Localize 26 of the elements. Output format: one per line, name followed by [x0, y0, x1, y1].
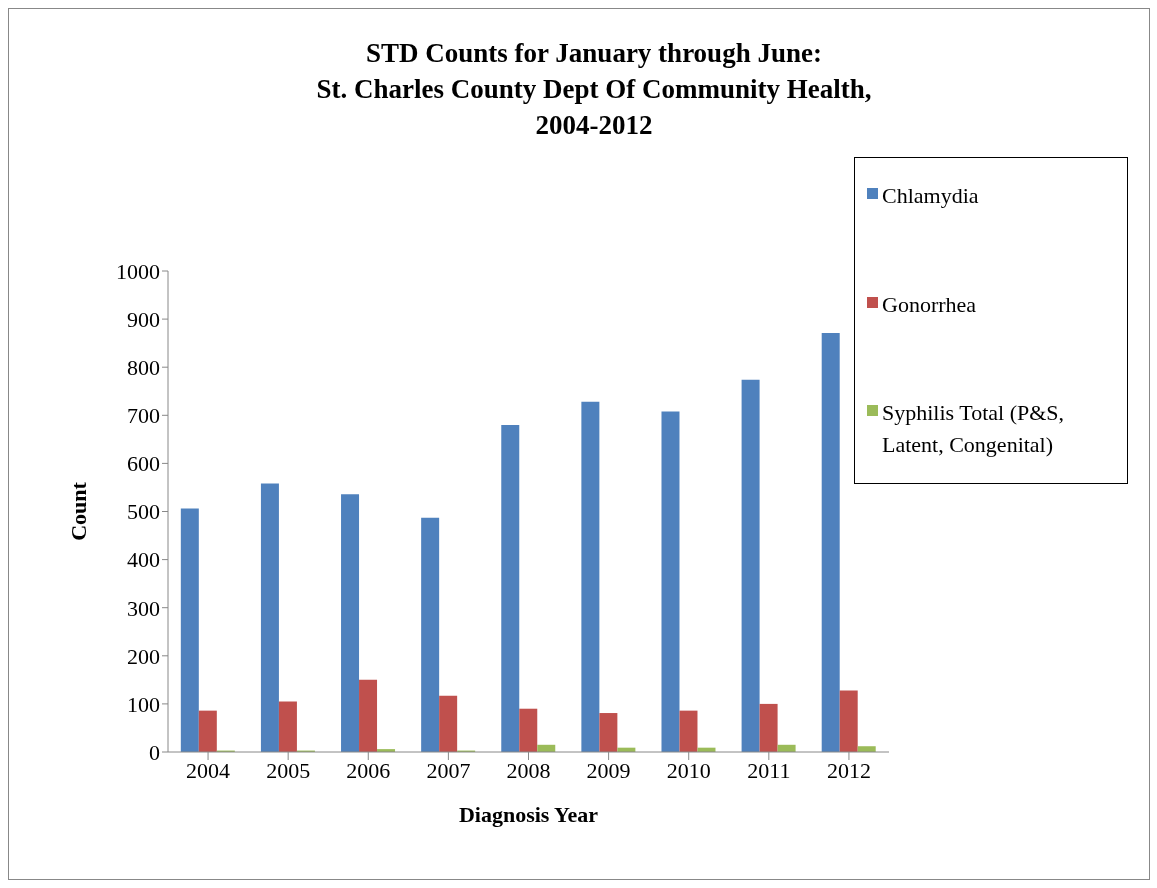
y-tick-label: 400 [127, 547, 160, 573]
x-tick-label: 2010 [666, 757, 711, 783]
y-axis-title: Count [65, 481, 91, 541]
x-tick-label: 2008 [506, 757, 551, 783]
x-tick-label: 2005 [266, 757, 311, 783]
y-tick-label: 200 [127, 643, 160, 669]
legend-label: Chlamydia [882, 182, 979, 210]
y-tick-label: 0 [149, 739, 160, 765]
y-tick-label: 300 [127, 595, 160, 621]
y-tick-label: 900 [127, 306, 160, 332]
y-tick-label: 600 [127, 451, 160, 477]
y-tick-label: 700 [127, 403, 160, 429]
y-tick-label: 500 [127, 499, 160, 525]
y-tick-label: 800 [127, 355, 160, 381]
legend-label: Syphilis Total (P&S, Latent, Congenital) [882, 399, 1066, 459]
legend-label: Gonorrhea [882, 290, 977, 319]
chart-title: STD Counts for January through June: St. Charles County Dept Of Community Health, 2004-2012 [315, 37, 873, 142]
x-tick-label: 2006 [346, 757, 391, 783]
x-axis-title: Diagnosis Year [458, 802, 599, 827]
x-tick-label: 2007 [426, 757, 471, 783]
x-tick-label: 2004 [186, 757, 231, 783]
x-tick-label: 2009 [586, 757, 631, 783]
y-tick-label: 100 [127, 691, 160, 717]
y-tick-label: 1000 [116, 258, 160, 284]
x-tick-label: 2011 [747, 757, 791, 783]
x-tick-label: 2012 [826, 757, 871, 783]
